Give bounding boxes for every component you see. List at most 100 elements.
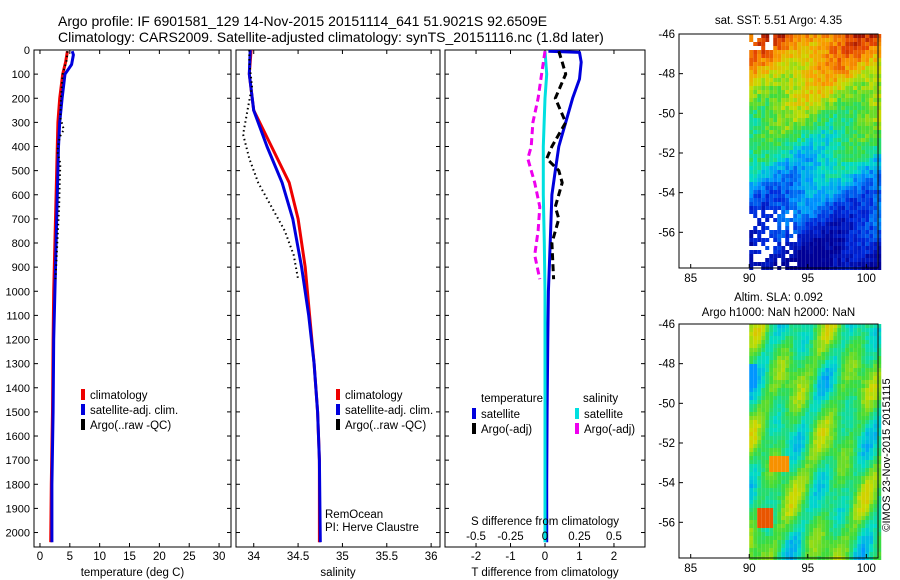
heatmap-cell — [865, 440, 870, 444]
heatmap-cell — [817, 396, 822, 400]
map-y-tick-label: -56 — [658, 517, 675, 529]
heatmap-cell — [877, 58, 882, 62]
heatmap-cell — [877, 484, 882, 488]
heatmap-cell — [761, 166, 766, 170]
heatmap-cell — [865, 496, 870, 500]
heatmap-cell — [865, 70, 870, 74]
heatmap-cell — [869, 512, 874, 516]
heatmap-cell — [869, 440, 874, 444]
heatmap-cell — [853, 226, 858, 230]
heatmap-cell — [769, 78, 774, 82]
heatmap-cell — [765, 190, 770, 194]
heatmap-cell — [777, 126, 782, 130]
heatmap-cell — [861, 540, 866, 544]
heatmap-cell — [853, 246, 858, 250]
heatmap-cell — [845, 356, 850, 360]
heatmap-cell — [817, 106, 822, 110]
heatmap-cell — [849, 138, 854, 142]
heatmap-cell — [769, 150, 774, 154]
heatmap-cell — [821, 508, 826, 512]
depth-tick-label: 300 — [12, 117, 30, 129]
heatmap-cell — [861, 134, 866, 138]
heatmap-cell — [829, 150, 834, 154]
heatmap-cell — [793, 520, 798, 524]
heatmap-cell — [817, 58, 822, 62]
heatmap-cell — [877, 134, 882, 138]
heatmap-cell — [857, 174, 862, 178]
heatmap-cell — [865, 436, 870, 440]
heatmap-cell — [861, 142, 866, 146]
heatmap-cell — [849, 544, 854, 548]
heatmap-cell — [845, 238, 850, 242]
heatmap-cell — [813, 480, 818, 484]
heatmap-cell — [837, 492, 842, 496]
heatmap-cell — [821, 352, 826, 356]
heatmap-cell — [765, 492, 770, 496]
heatmap-cell — [845, 86, 850, 90]
heatmap-cell — [817, 336, 822, 340]
heatmap-cell — [765, 218, 770, 222]
heatmap-cell — [801, 524, 806, 528]
heatmap-cell — [825, 352, 830, 356]
heatmap-cell — [865, 94, 870, 98]
heatmap-cell — [829, 416, 834, 420]
heatmap-cell — [829, 364, 834, 368]
heatmap-cell — [841, 214, 846, 218]
heatmap-cell — [813, 452, 818, 456]
heatmap-cell — [817, 42, 822, 46]
legend-label: Argo(-adj) — [481, 424, 532, 436]
heatmap-cell — [805, 468, 810, 472]
heatmap-cell — [753, 122, 758, 126]
heatmap-cell — [873, 392, 878, 396]
heatmap-cell — [857, 520, 862, 524]
heatmap-cell — [829, 230, 834, 234]
heatmap-cell — [849, 234, 854, 238]
heatmap-cell — [877, 78, 882, 82]
heatmap-cell — [797, 118, 802, 122]
heatmap-cell — [793, 226, 798, 230]
heatmap-cell — [813, 492, 818, 496]
heatmap-cell — [829, 340, 834, 344]
heatmap-cell — [861, 58, 866, 62]
heatmap-cell — [793, 242, 798, 246]
heatmap-cell — [797, 532, 802, 536]
depth-tick-label: 1700 — [6, 455, 30, 467]
heatmap-cell — [829, 238, 834, 242]
heatmap-cell — [825, 384, 830, 388]
heatmap-cell — [781, 198, 786, 202]
heatmap-cell — [833, 384, 838, 388]
heatmap-cell — [785, 516, 790, 520]
heatmap-cell — [765, 404, 770, 408]
heatmap-cell — [873, 46, 878, 50]
heatmap-cell — [813, 384, 818, 388]
heatmap-cell — [865, 452, 870, 456]
heatmap-cell — [813, 440, 818, 444]
heatmap-cell — [793, 368, 798, 372]
heatmap-cell — [877, 356, 882, 360]
heatmap-cell — [817, 202, 822, 206]
heatmap-cell — [801, 134, 806, 138]
heatmap-cell — [781, 428, 786, 432]
heatmap-cell — [793, 464, 798, 468]
heatmap-cell — [857, 508, 862, 512]
heatmap-cell — [793, 468, 798, 472]
heatmap-cell — [753, 238, 758, 242]
heatmap-cell — [869, 58, 874, 62]
heatmap-cell — [817, 420, 822, 424]
heatmap-cell — [869, 210, 874, 214]
heatmap-cell — [809, 134, 814, 138]
heatmap-cell — [789, 532, 794, 536]
heatmap-cell — [865, 380, 870, 384]
heatmap-cell — [813, 416, 818, 420]
heatmap-cell — [765, 452, 770, 456]
heatmap-cell — [765, 194, 770, 198]
heatmap-cell — [789, 94, 794, 98]
heatmap-cell — [809, 436, 814, 440]
heatmap-cell — [841, 552, 846, 556]
heatmap-cell — [849, 476, 854, 480]
heatmap-cell — [873, 162, 878, 166]
heatmap-cell — [789, 432, 794, 436]
heatmap-cell — [805, 432, 810, 436]
heatmap-cell — [777, 380, 782, 384]
heatmap-cell — [865, 472, 870, 476]
